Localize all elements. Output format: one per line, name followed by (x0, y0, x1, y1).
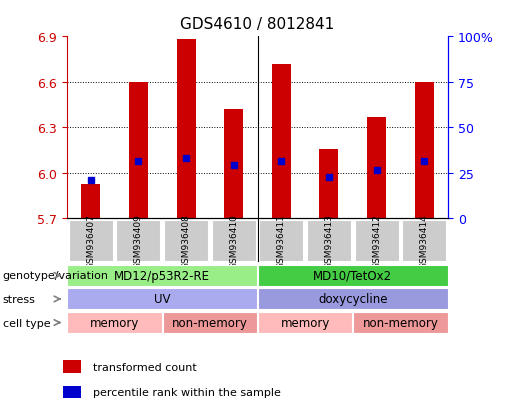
FancyBboxPatch shape (163, 312, 257, 333)
Title: GDS4610 / 8012841: GDS4610 / 8012841 (180, 17, 335, 32)
Text: percentile rank within the sample: percentile rank within the sample (93, 387, 281, 397)
Text: MD12/p53R2-RE: MD12/p53R2-RE (114, 269, 210, 282)
FancyBboxPatch shape (69, 220, 113, 261)
FancyBboxPatch shape (260, 220, 303, 261)
Text: GSM936409: GSM936409 (134, 213, 143, 268)
FancyBboxPatch shape (402, 220, 446, 261)
Text: UV: UV (154, 293, 170, 306)
Bar (63, 360, 81, 373)
Bar (319, 149, 338, 219)
Text: GSM936412: GSM936412 (372, 213, 381, 268)
Text: non-memory: non-memory (363, 316, 438, 329)
FancyBboxPatch shape (258, 289, 448, 310)
Text: GSM936414: GSM936414 (420, 213, 428, 268)
Bar (224, 110, 243, 219)
Bar (63, 386, 81, 399)
FancyBboxPatch shape (116, 220, 160, 261)
FancyBboxPatch shape (67, 312, 162, 333)
Text: GSM936407: GSM936407 (87, 213, 95, 268)
FancyBboxPatch shape (355, 220, 399, 261)
FancyBboxPatch shape (67, 265, 257, 286)
FancyBboxPatch shape (67, 289, 257, 310)
Text: stress: stress (3, 294, 36, 304)
Bar (129, 83, 148, 219)
Text: GSM936411: GSM936411 (277, 213, 286, 268)
Bar (177, 40, 196, 219)
FancyBboxPatch shape (307, 220, 351, 261)
Text: GSM936408: GSM936408 (182, 213, 191, 268)
Bar (415, 83, 434, 219)
FancyBboxPatch shape (258, 312, 352, 333)
Text: non-memory: non-memory (172, 316, 248, 329)
Text: genotype/variation: genotype/variation (3, 271, 109, 281)
Text: doxycycline: doxycycline (318, 293, 387, 306)
Text: memory: memory (281, 316, 330, 329)
Bar (81, 184, 100, 219)
FancyBboxPatch shape (353, 312, 448, 333)
FancyBboxPatch shape (164, 220, 208, 261)
Text: memory: memory (90, 316, 139, 329)
Text: MD10/TetOx2: MD10/TetOx2 (313, 269, 392, 282)
Text: transformed count: transformed count (93, 362, 197, 372)
Text: GSM936413: GSM936413 (324, 213, 333, 268)
FancyBboxPatch shape (258, 265, 448, 286)
Bar (367, 117, 386, 219)
FancyBboxPatch shape (212, 220, 255, 261)
Text: cell type: cell type (3, 318, 50, 328)
Text: GSM936410: GSM936410 (229, 213, 238, 268)
Bar (272, 64, 291, 219)
